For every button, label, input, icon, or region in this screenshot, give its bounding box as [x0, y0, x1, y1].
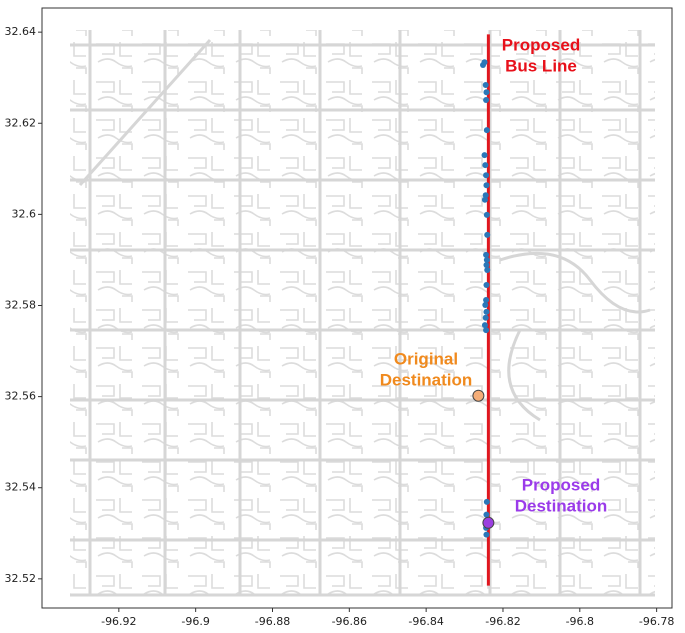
x-tick-label: -96.88 [255, 615, 290, 628]
x-tick-label: -96.92 [101, 615, 136, 628]
annotation: Destination [515, 496, 608, 515]
annotation: Bus Line [505, 56, 577, 75]
stop-point [482, 81, 489, 88]
x-tick-label: -96.86 [332, 615, 367, 628]
stop-point [483, 172, 490, 179]
stop-point [481, 196, 488, 203]
y-tick-label: 32.62 [5, 116, 37, 129]
annotation: Proposed [522, 475, 600, 494]
stop-point [483, 89, 490, 96]
stop-point [483, 97, 490, 104]
stop-point [483, 261, 490, 268]
stop-point [483, 308, 490, 315]
y-tick-label: 32.58 [5, 298, 37, 311]
street-map [70, 30, 655, 597]
stop-point [483, 256, 490, 263]
stop-point [480, 61, 486, 68]
stop-point [481, 322, 488, 329]
y-tick-label: 32.56 [5, 390, 37, 403]
stop-point [483, 297, 490, 304]
annotation: Proposed [502, 35, 580, 54]
x-tick-label: -96.82 [485, 615, 520, 628]
x-tick-label: -96.84 [408, 615, 443, 628]
stop-point [483, 511, 490, 518]
destination-point [472, 389, 485, 402]
annotation: Destination [380, 370, 473, 389]
destination-point [482, 516, 495, 529]
y-tick-label: 32.52 [5, 572, 37, 585]
stop-point [484, 266, 491, 273]
stop-point [482, 192, 489, 199]
x-tick-label: -96.8 [566, 615, 594, 628]
stop-point [481, 152, 488, 159]
y-tick-label: 32.54 [5, 481, 37, 494]
stop-point [483, 281, 490, 288]
stop-point [482, 302, 489, 309]
stop-point [482, 162, 489, 169]
stop-point [483, 127, 490, 134]
x-tick-label: -96.78 [639, 615, 674, 628]
stop-point [484, 231, 491, 238]
stop-point [483, 211, 490, 218]
x-tick-label: -96.9 [181, 615, 209, 628]
y-tick-label: 32.64 [5, 25, 37, 38]
y-tick-label: 32.6 [12, 207, 37, 220]
stop-point [483, 531, 490, 538]
stop-point [482, 314, 489, 321]
stop-point [483, 251, 490, 258]
stop-point [483, 498, 490, 505]
plot-frame [41, 7, 673, 609]
annotation: Original [394, 349, 458, 368]
stop-point [483, 182, 490, 189]
stop-point [483, 327, 490, 334]
